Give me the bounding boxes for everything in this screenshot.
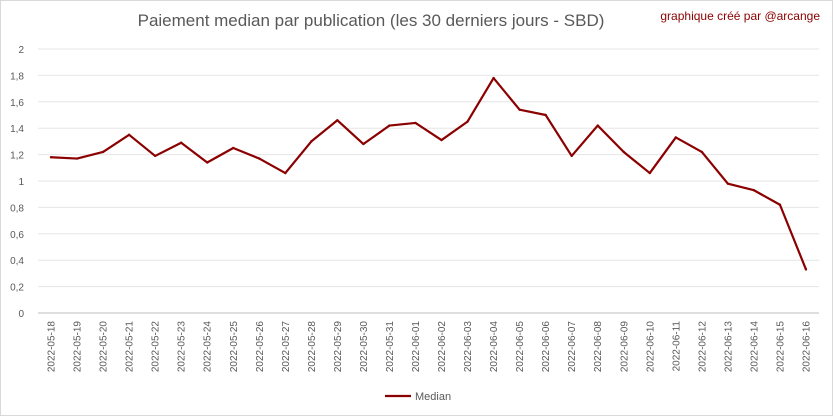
data-point	[648, 171, 651, 175]
data-point	[596, 124, 599, 127]
x-tick-label: 2022-05-30	[359, 321, 370, 373]
data-point	[232, 146, 235, 150]
data-point	[804, 268, 808, 271]
data-point	[336, 119, 339, 122]
chart-title: Paiement median par publication (les 30 …	[137, 11, 605, 30]
x-tick-label: 2022-05-31	[385, 321, 396, 373]
data-point	[206, 161, 209, 164]
x-tick-label: 2022-05-27	[281, 321, 292, 373]
data-point	[700, 150, 704, 154]
data-point	[49, 156, 53, 159]
x-tick-label: 2022-05-19	[73, 321, 84, 373]
y-tick-label: 1,2	[10, 151, 24, 162]
y-tick-label: 0	[18, 309, 24, 320]
x-tick-label: 2022-06-16	[801, 321, 812, 373]
data-point	[310, 140, 313, 143]
data-point	[179, 141, 183, 144]
y-tick-label: 0,6	[10, 230, 24, 241]
y-tick-label: 1	[18, 177, 24, 188]
data-point	[544, 113, 547, 117]
plot-area	[49, 76, 808, 271]
data-point	[492, 76, 495, 80]
y-axis: 0 0,2 0,4 0,6 0,8 1 1,2 1,4 1,6 1,8 2	[10, 45, 24, 320]
data-point	[388, 124, 391, 127]
y-tick-label: 1,8	[10, 71, 24, 82]
x-tick-label: 2022-06-12	[697, 321, 708, 373]
x-tick-label: 2022-05-18	[47, 321, 58, 373]
data-point	[570, 154, 573, 158]
data-point	[258, 157, 261, 160]
y-tick-label: 2	[18, 45, 24, 56]
gridlines	[38, 48, 819, 314]
x-tick-label: 2022-06-02	[437, 321, 448, 373]
data-point	[153, 154, 157, 158]
data-point	[284, 171, 287, 175]
x-tick-label: 2022-06-04	[489, 321, 500, 373]
x-tick-label: 2022-06-07	[567, 321, 578, 373]
x-tick-label: 2022-06-13	[723, 321, 734, 373]
x-tick-label: 2022-05-28	[307, 321, 318, 373]
y-tick-label: 1,4	[10, 124, 24, 135]
data-point	[127, 133, 131, 136]
x-tick-label: 2022-06-10	[645, 321, 656, 373]
legend: Median	[385, 391, 451, 403]
data-point	[101, 150, 105, 154]
x-tick-label: 2022-05-24	[203, 321, 214, 373]
data-point	[518, 108, 521, 111]
x-axis: 2022-05-18 2022-05-19 2022-05-20 2022-05-21…	[47, 321, 813, 373]
x-tick-label: 2022-06-06	[541, 321, 552, 373]
x-tick-label: 2022-06-03	[463, 321, 474, 373]
y-tick-label: 0,2	[10, 283, 24, 294]
y-tick-label: 0,8	[10, 203, 24, 214]
legend-label: Median	[415, 391, 451, 403]
x-tick-label: 2022-06-14	[749, 321, 760, 373]
x-tick-label: 2022-06-11	[671, 321, 682, 372]
data-point	[440, 138, 443, 142]
data-point	[674, 136, 678, 139]
x-tick-label: 2022-06-08	[593, 321, 604, 373]
x-tick-label: 2022-05-23	[177, 321, 188, 373]
x-tick-label: 2022-05-29	[333, 321, 344, 373]
x-tick-label: 2022-06-15	[775, 321, 786, 373]
data-point	[752, 189, 756, 192]
data-point	[778, 203, 782, 206]
data-point	[726, 182, 730, 185]
series-line	[50, 76, 808, 270]
x-tick-label: 2022-05-20	[99, 321, 110, 373]
data-point	[75, 157, 79, 160]
x-tick-label: 2022-05-21	[125, 321, 136, 373]
y-tick-label: 0,4	[10, 256, 24, 267]
x-tick-label: 2022-06-05	[515, 321, 526, 373]
data-point	[466, 120, 469, 123]
y-tick-label: 1,6	[10, 98, 24, 109]
data-point	[622, 150, 625, 154]
x-tick-label: 2022-06-01	[411, 321, 422, 373]
x-tick-label: 2022-05-26	[255, 321, 266, 373]
chart-credit: graphique créé par @arcange	[660, 9, 820, 23]
x-tick-label: 2022-05-25	[229, 321, 240, 373]
data-point	[414, 121, 417, 125]
x-tick-label: 2022-06-09	[619, 321, 630, 373]
x-tick-label: 2022-05-22	[151, 321, 162, 373]
data-point	[362, 142, 365, 146]
